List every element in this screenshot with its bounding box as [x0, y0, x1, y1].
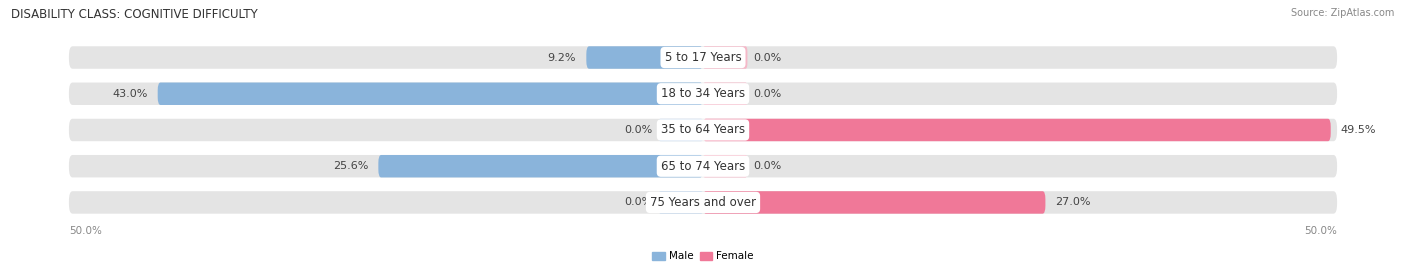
Text: 0.0%: 0.0% — [754, 89, 782, 99]
Text: 50.0%: 50.0% — [1305, 226, 1337, 236]
FancyBboxPatch shape — [586, 46, 703, 69]
Text: 27.0%: 27.0% — [1056, 198, 1091, 207]
FancyBboxPatch shape — [658, 191, 703, 214]
FancyBboxPatch shape — [703, 155, 748, 177]
Text: 75 Years and over: 75 Years and over — [650, 196, 756, 209]
FancyBboxPatch shape — [703, 191, 1046, 214]
Text: 0.0%: 0.0% — [754, 53, 782, 62]
FancyBboxPatch shape — [703, 119, 1330, 141]
Text: 0.0%: 0.0% — [624, 125, 652, 135]
FancyBboxPatch shape — [378, 155, 703, 177]
Text: 65 to 74 Years: 65 to 74 Years — [661, 160, 745, 173]
Text: 50.0%: 50.0% — [69, 226, 101, 236]
Text: 25.6%: 25.6% — [333, 161, 368, 171]
Text: 49.5%: 49.5% — [1341, 125, 1376, 135]
Text: 18 to 34 Years: 18 to 34 Years — [661, 87, 745, 100]
Text: 9.2%: 9.2% — [548, 53, 576, 62]
FancyBboxPatch shape — [658, 119, 703, 141]
Text: 0.0%: 0.0% — [754, 161, 782, 171]
Text: 0.0%: 0.0% — [624, 198, 652, 207]
FancyBboxPatch shape — [157, 83, 703, 105]
FancyBboxPatch shape — [69, 191, 1337, 214]
FancyBboxPatch shape — [69, 155, 1337, 177]
Legend: Male, Female: Male, Female — [648, 247, 758, 266]
Text: 35 to 64 Years: 35 to 64 Years — [661, 124, 745, 136]
Text: 43.0%: 43.0% — [112, 89, 148, 99]
Text: Source: ZipAtlas.com: Source: ZipAtlas.com — [1291, 8, 1395, 18]
FancyBboxPatch shape — [703, 46, 748, 69]
Text: DISABILITY CLASS: COGNITIVE DIFFICULTY: DISABILITY CLASS: COGNITIVE DIFFICULTY — [11, 8, 257, 21]
FancyBboxPatch shape — [69, 119, 1337, 141]
Text: 5 to 17 Years: 5 to 17 Years — [665, 51, 741, 64]
FancyBboxPatch shape — [703, 83, 748, 105]
FancyBboxPatch shape — [69, 83, 1337, 105]
FancyBboxPatch shape — [69, 46, 1337, 69]
